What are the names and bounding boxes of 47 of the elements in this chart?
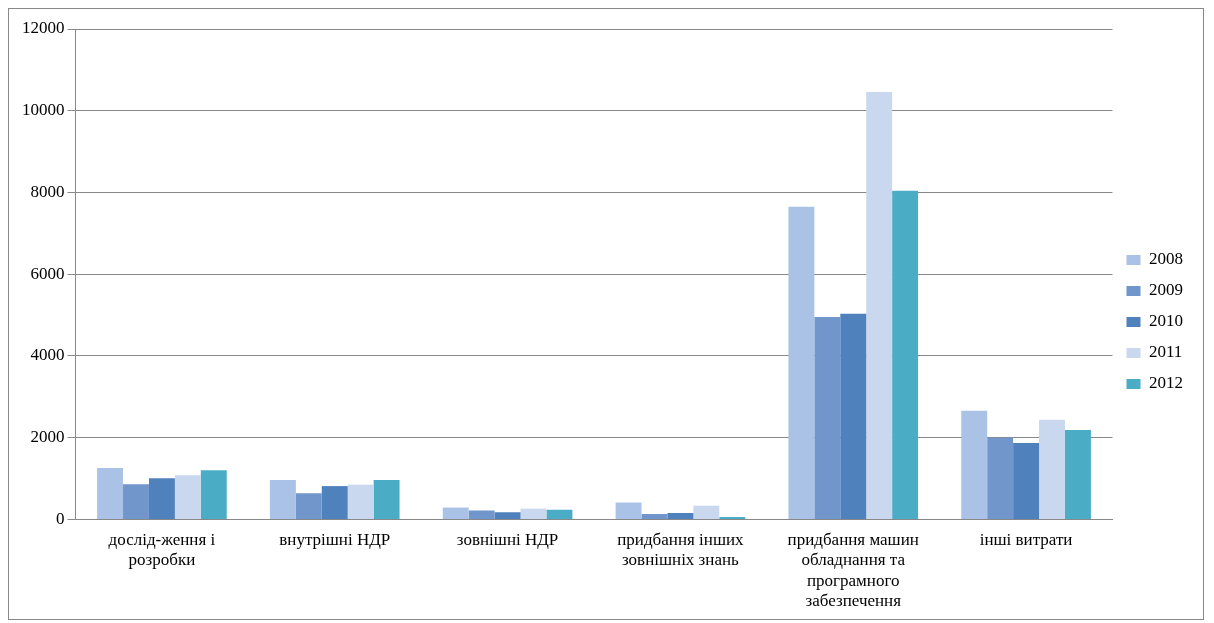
- bar: [1039, 419, 1065, 519]
- bar: [174, 475, 201, 519]
- bar: [546, 509, 573, 519]
- bar: [1013, 442, 1040, 519]
- bar: [123, 484, 149, 519]
- bar: [788, 206, 815, 519]
- y-tick-label: 4000: [30, 345, 65, 365]
- bar: [148, 478, 175, 519]
- x-tick-label: інші витрати: [979, 530, 1073, 550]
- bar: [615, 502, 642, 519]
- bar: [840, 313, 867, 519]
- y-tick-label: 8000: [30, 181, 65, 201]
- bar: [321, 486, 348, 519]
- bar: [442, 507, 469, 519]
- bar: [468, 510, 495, 519]
- bar: [520, 508, 547, 519]
- y-tick-label: 0: [56, 508, 65, 528]
- y-tick-label: 12000: [22, 18, 65, 38]
- x-tick-label: придбання інших зовнішніх знань: [617, 530, 745, 570]
- bar: [667, 512, 694, 519]
- bar: [814, 317, 841, 519]
- legend-label: 2008: [1149, 249, 1183, 269]
- bar: [373, 479, 400, 519]
- bar: [200, 470, 227, 519]
- bar: [866, 91, 893, 519]
- x-tick-label: зовнішні НДР: [456, 530, 559, 550]
- bar: [347, 484, 374, 519]
- bar: [494, 512, 521, 519]
- x-tick-label: придбання машин обладнання та програмного забезпечення: [787, 530, 919, 611]
- y-tick-label: 2000: [30, 427, 65, 447]
- bar: [97, 467, 124, 519]
- legend-label: 2012: [1149, 373, 1183, 393]
- y-tick-label: 6000: [30, 263, 65, 283]
- legend-label: 2009: [1149, 280, 1183, 300]
- legend-label: 2010: [1149, 311, 1183, 331]
- x-tick-label: внутрішні НДР: [279, 530, 391, 550]
- bar: [1064, 429, 1091, 519]
- bar: [693, 505, 720, 519]
- bar: [295, 493, 322, 519]
- legend-label: 2011: [1149, 342, 1183, 362]
- bar: [892, 190, 919, 519]
- bar: [269, 479, 296, 519]
- y-tick-label: 10000: [22, 100, 65, 120]
- x-tick-label: дослід-ження і розробки: [108, 530, 216, 570]
- bar: [961, 410, 988, 519]
- bar: [641, 514, 668, 519]
- bar: [987, 437, 1014, 519]
